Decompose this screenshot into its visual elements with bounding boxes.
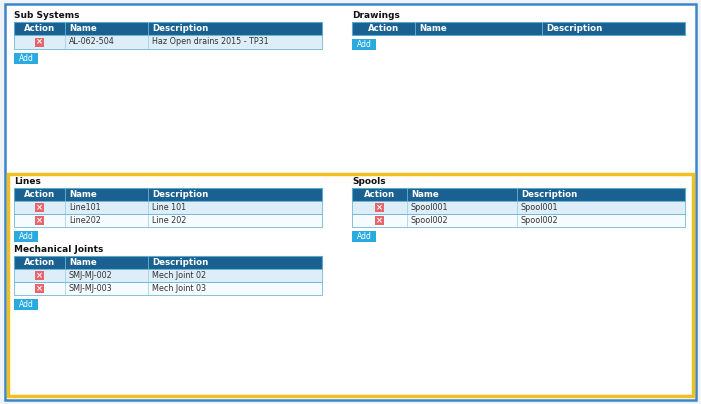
Text: ×: ×: [36, 216, 43, 225]
Text: ×: ×: [36, 284, 43, 293]
Text: Line101: Line101: [69, 203, 100, 212]
Bar: [14, 188, 322, 201]
Text: Spool002: Spool002: [411, 216, 449, 225]
Text: Sub Systems: Sub Systems: [14, 11, 79, 21]
Bar: [35, 284, 44, 293]
Text: Description: Description: [152, 258, 208, 267]
Text: Add: Add: [18, 54, 34, 63]
Bar: [14, 282, 322, 295]
Text: ×: ×: [36, 203, 43, 212]
Text: Mech Joint 02: Mech Joint 02: [152, 271, 206, 280]
Bar: [352, 214, 685, 227]
Text: Spool001: Spool001: [411, 203, 449, 212]
Bar: [8, 174, 693, 396]
Text: Name: Name: [419, 24, 447, 33]
Bar: [375, 203, 384, 212]
Bar: [352, 231, 376, 242]
Text: SMJ-MJ-002: SMJ-MJ-002: [69, 271, 113, 280]
Bar: [14, 201, 322, 214]
Text: Description: Description: [152, 24, 208, 33]
Text: Spools: Spools: [352, 177, 386, 187]
Bar: [35, 203, 44, 212]
Text: Name: Name: [69, 258, 97, 267]
Text: Name: Name: [69, 190, 97, 199]
Text: Line 202: Line 202: [152, 216, 186, 225]
Bar: [352, 201, 685, 214]
Text: Haz Open drains 2015 - TP31: Haz Open drains 2015 - TP31: [152, 38, 268, 46]
Text: ×: ×: [376, 203, 383, 212]
Text: Drawings: Drawings: [352, 11, 400, 21]
Text: ×: ×: [36, 38, 43, 46]
Bar: [14, 22, 322, 35]
Text: Line 101: Line 101: [152, 203, 186, 212]
Text: Description: Description: [546, 24, 602, 33]
Text: Mechanical Joints: Mechanical Joints: [14, 246, 103, 255]
Text: Spool002: Spool002: [521, 216, 559, 225]
Text: Add: Add: [18, 232, 34, 241]
Text: Action: Action: [364, 190, 395, 199]
Text: ×: ×: [376, 216, 383, 225]
Bar: [35, 38, 44, 46]
Text: Description: Description: [521, 190, 577, 199]
Bar: [14, 269, 322, 282]
Text: Spool001: Spool001: [521, 203, 558, 212]
Text: Action: Action: [24, 190, 55, 199]
Text: AL-062-504: AL-062-504: [69, 38, 114, 46]
Text: Description: Description: [152, 190, 208, 199]
Text: Action: Action: [368, 24, 399, 33]
Text: Action: Action: [24, 24, 55, 33]
Text: Lines: Lines: [14, 177, 41, 187]
Bar: [14, 53, 38, 64]
Bar: [14, 214, 322, 227]
Text: Action: Action: [24, 258, 55, 267]
Text: Name: Name: [411, 190, 439, 199]
Text: Mech Joint 03: Mech Joint 03: [152, 284, 206, 293]
Text: Line202: Line202: [69, 216, 101, 225]
Text: Add: Add: [357, 232, 372, 241]
Text: SMJ-MJ-003: SMJ-MJ-003: [69, 284, 112, 293]
Text: Add: Add: [18, 300, 34, 309]
Bar: [375, 216, 384, 225]
Bar: [35, 216, 44, 225]
Bar: [35, 271, 44, 280]
Bar: [352, 188, 685, 201]
Text: Add: Add: [357, 40, 372, 49]
Bar: [352, 22, 685, 35]
Bar: [14, 35, 322, 49]
Bar: [352, 39, 376, 50]
Text: ×: ×: [36, 271, 43, 280]
Bar: [14, 256, 322, 269]
Bar: [14, 231, 38, 242]
Bar: [14, 299, 38, 310]
Text: Name: Name: [69, 24, 97, 33]
